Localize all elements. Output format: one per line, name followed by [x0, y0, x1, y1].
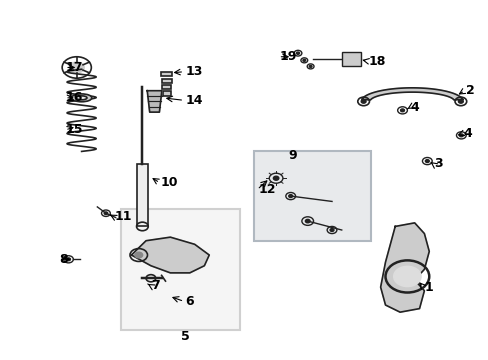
Text: 4: 4	[462, 127, 471, 140]
Circle shape	[66, 258, 70, 261]
Text: 10: 10	[161, 176, 178, 189]
Bar	[161, 72, 172, 76]
Circle shape	[458, 134, 462, 137]
Bar	[341, 52, 361, 66]
Circle shape	[425, 159, 428, 162]
Text: 8: 8	[60, 253, 68, 266]
Polygon shape	[147, 91, 162, 112]
Text: 16: 16	[66, 91, 83, 104]
Text: 9: 9	[287, 149, 296, 162]
Circle shape	[273, 176, 278, 180]
Bar	[120, 208, 239, 330]
Text: 17: 17	[66, 61, 83, 74]
Ellipse shape	[71, 94, 92, 102]
Circle shape	[458, 100, 462, 103]
Text: 19: 19	[279, 50, 296, 63]
Circle shape	[393, 266, 420, 287]
Bar	[162, 85, 171, 89]
Polygon shape	[380, 223, 428, 312]
Circle shape	[329, 229, 333, 231]
Circle shape	[308, 66, 311, 67]
Circle shape	[69, 62, 84, 73]
Circle shape	[135, 252, 142, 258]
Bar	[163, 91, 170, 96]
Text: 18: 18	[368, 55, 385, 68]
Text: 15: 15	[66, 123, 83, 136]
Circle shape	[303, 59, 305, 61]
Polygon shape	[131, 237, 209, 273]
Bar	[254, 152, 370, 241]
Ellipse shape	[76, 96, 87, 100]
Circle shape	[361, 100, 366, 103]
Text: 7: 7	[151, 279, 160, 292]
Polygon shape	[361, 88, 462, 100]
Circle shape	[288, 195, 292, 198]
Text: 3: 3	[433, 157, 442, 170]
Bar	[137, 164, 147, 226]
Text: 14: 14	[185, 94, 202, 107]
Text: 13: 13	[185, 65, 202, 78]
Text: 4: 4	[410, 101, 419, 114]
Circle shape	[104, 212, 107, 215]
Text: 11: 11	[114, 210, 131, 223]
Circle shape	[296, 52, 299, 54]
Circle shape	[305, 219, 309, 223]
Bar	[162, 78, 171, 83]
Text: 1: 1	[424, 281, 432, 294]
Text: 5: 5	[181, 330, 190, 343]
Circle shape	[400, 109, 404, 112]
Text: 2: 2	[465, 84, 473, 97]
Text: 12: 12	[258, 183, 275, 196]
Text: 6: 6	[185, 295, 193, 308]
